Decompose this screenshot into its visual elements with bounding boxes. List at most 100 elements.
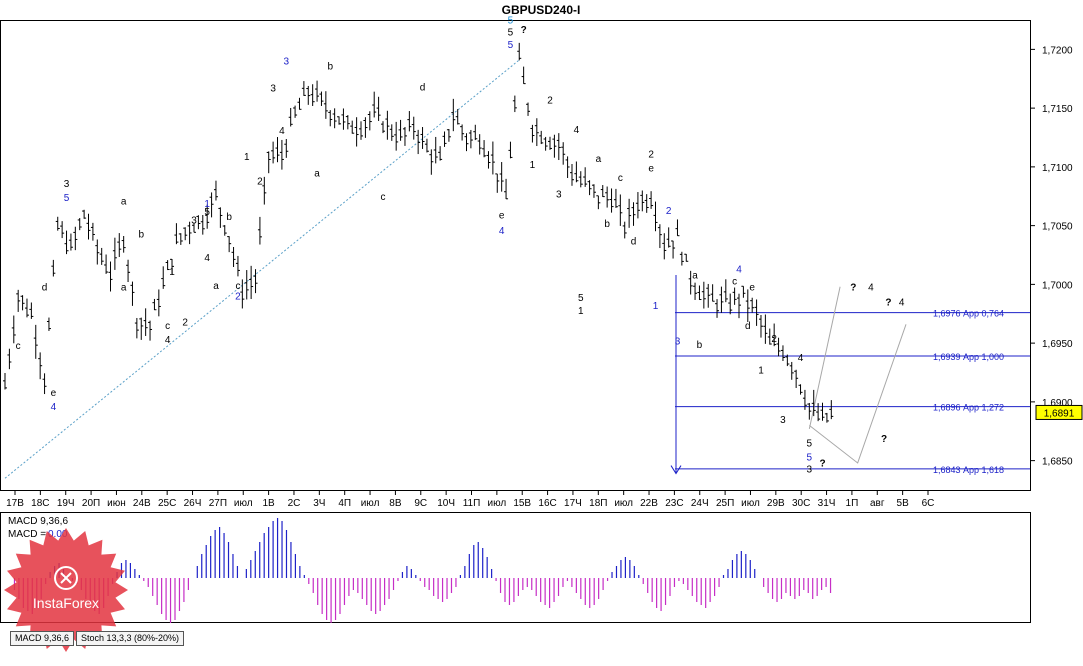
x-tick-label: 2С xyxy=(288,498,301,509)
x-tick-label: 16С xyxy=(538,498,556,509)
x-tick-label: 5В xyxy=(897,498,910,509)
logo-text: InstaForex xyxy=(33,595,99,611)
macd-value: 0.00 xyxy=(48,529,68,540)
wave-label: d xyxy=(42,282,48,293)
x-tick-label: 17В xyxy=(6,498,24,509)
wave-label: ? xyxy=(881,434,887,445)
wave-label: ? xyxy=(521,25,527,36)
x-tick-label: 6С xyxy=(922,498,935,509)
x-tick-label: 1П xyxy=(846,498,859,509)
wave-label: 2 xyxy=(771,334,777,345)
wave-label: 3 xyxy=(64,179,70,190)
wave-label: 1 xyxy=(169,267,175,278)
wave-label: a xyxy=(314,168,320,179)
x-tick-label: 17Ч xyxy=(564,498,582,509)
wave-label: 3 xyxy=(807,464,813,475)
wave-label: 3 xyxy=(675,336,681,347)
wave-label: 1 xyxy=(758,366,764,377)
wave-label: c xyxy=(618,173,623,184)
wave-label: 1 xyxy=(578,306,584,317)
wave-label: d xyxy=(745,321,751,332)
wave-label: a xyxy=(121,196,127,207)
wave-label: c xyxy=(732,276,737,287)
fib-level-label: 1,6896 Арр 1,272 xyxy=(933,403,1004,413)
wave-label: 5 xyxy=(204,207,210,218)
wave-label: 2 xyxy=(547,95,553,106)
logo-icon xyxy=(54,566,78,590)
wave-label: a xyxy=(121,282,127,293)
y-tick-label: 1,7000 xyxy=(1042,280,1073,291)
x-tick-label: 29В xyxy=(767,498,785,509)
wave-label: 4 xyxy=(868,282,874,293)
x-tick-label: 4П xyxy=(338,498,351,509)
projection-path xyxy=(808,286,841,430)
y-tick-label: 1,6900 xyxy=(1042,398,1073,409)
wave-label: 1 xyxy=(204,199,210,210)
macd-panel: MACD 9,36,6 MACD = 0.00 xyxy=(0,512,1031,623)
indicator-tab-bar: MACD 9,36,6 Stoch 13,3,3 (80%-20%) xyxy=(0,628,1083,646)
wave-label: 3 xyxy=(780,415,786,426)
wave-label: e xyxy=(51,388,57,399)
chart-title: GBPUSD240-I xyxy=(502,3,581,17)
wave-label: ? xyxy=(819,459,825,470)
wave-label: e xyxy=(648,164,654,175)
projection-arrow-head xyxy=(670,465,682,475)
wave-label: 2 xyxy=(235,292,241,303)
wave-label: 1 xyxy=(530,160,536,171)
wave-label: b xyxy=(327,61,333,72)
fib-level-label: 1,6939 Арр 1,000 xyxy=(933,352,1004,362)
wave-label: 5 xyxy=(807,453,813,464)
x-tick-label: 8В xyxy=(389,498,402,509)
x-tick-label: 30С xyxy=(792,498,810,509)
wave-label: c xyxy=(16,341,21,352)
tab-stoch[interactable]: Stoch 13,3,3 (80%-20%) xyxy=(76,631,185,646)
x-tick-label: 25С xyxy=(158,498,176,509)
x-tick-label: июл xyxy=(614,498,633,509)
wave-label: 2 xyxy=(257,177,263,188)
x-tick-label: июн xyxy=(107,498,126,509)
x-tick-label: июл xyxy=(234,498,253,509)
y-tick-label: 1,7100 xyxy=(1042,163,1073,174)
x-tick-label: 23С xyxy=(665,498,683,509)
x-tick-label: 9С xyxy=(414,498,427,509)
x-tick-label: 19Ч xyxy=(57,498,75,509)
logo-icon-mark xyxy=(60,572,72,584)
wave-label: 3 xyxy=(270,84,276,95)
wave-label: c xyxy=(165,321,170,332)
wave-label: ? xyxy=(850,282,856,293)
wave-label: ? xyxy=(885,298,891,309)
macd-label: MACD 9,36,6 xyxy=(8,516,68,527)
wave-label: d xyxy=(420,83,426,94)
wave-label: 1 xyxy=(244,152,250,163)
y-tick-label: 1,7200 xyxy=(1042,45,1073,56)
wave-label: e xyxy=(749,282,755,293)
wave-label: 5 xyxy=(508,40,514,51)
wave-label: c xyxy=(380,192,385,203)
wave-label: 4 xyxy=(51,402,57,413)
x-tick-label: 26Ч xyxy=(184,498,202,509)
instaforex-logo: InstaForex xyxy=(4,528,128,652)
wave-label: a xyxy=(213,281,219,292)
wave-label: d xyxy=(631,236,637,247)
x-tick-label: 24Ч xyxy=(691,498,709,509)
x-tick-label: 31Ч xyxy=(818,498,836,509)
wave-label: 5 xyxy=(578,293,584,304)
x-tick-label: 24В xyxy=(133,498,151,509)
wave-label: 4 xyxy=(499,226,505,237)
tab-macd[interactable]: MACD 9,36,6 xyxy=(10,631,75,646)
wave-label: 2 xyxy=(648,149,654,160)
wave-label: 3 xyxy=(556,189,562,200)
wave-label: 5 xyxy=(64,193,70,204)
x-tick-label: 10Ч xyxy=(437,498,455,509)
x-tick-label: 1В xyxy=(262,498,275,509)
x-tick-label: 27П xyxy=(209,498,227,509)
wave-label: b xyxy=(697,340,703,351)
x-tick-label: июл xyxy=(741,498,760,509)
wave-label: c xyxy=(235,281,240,292)
macd-value-label: MACD = xyxy=(8,529,46,540)
wave-label: 3 xyxy=(191,215,197,226)
wave-label: a xyxy=(596,154,602,165)
wave-label: a xyxy=(692,271,698,282)
